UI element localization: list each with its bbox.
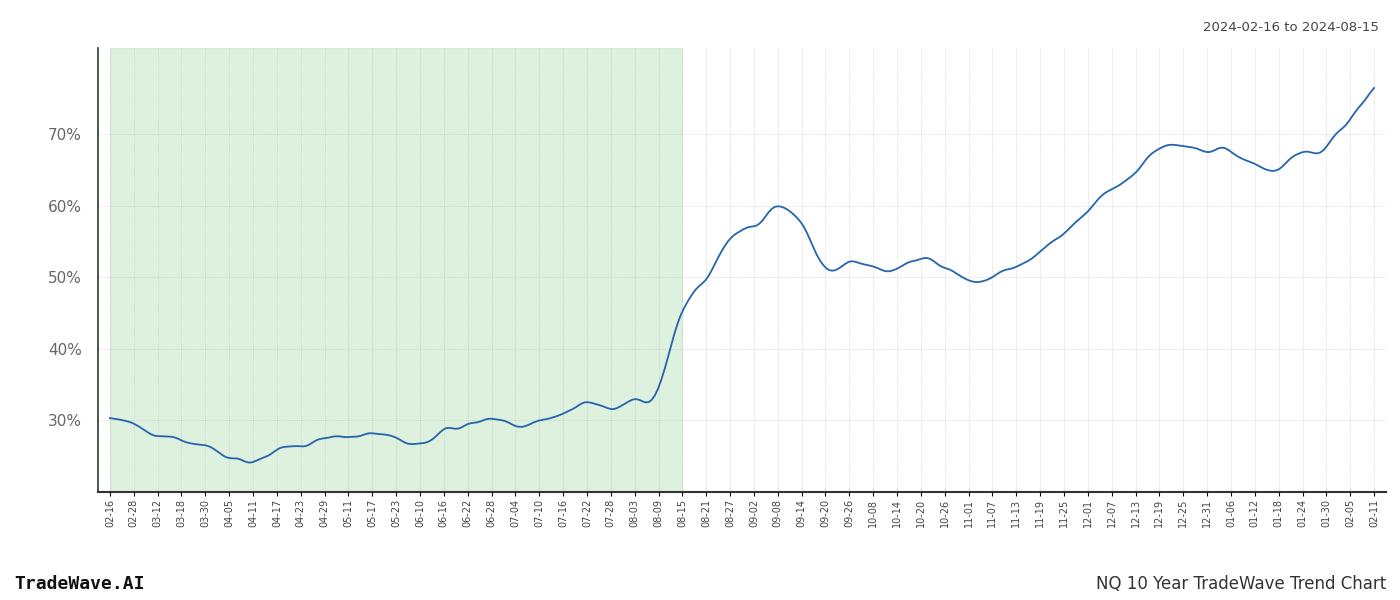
Bar xyxy=(111,48,682,492)
Text: TradeWave.AI: TradeWave.AI xyxy=(14,575,144,593)
Text: 2024-02-16 to 2024-08-15: 2024-02-16 to 2024-08-15 xyxy=(1203,21,1379,34)
Text: NQ 10 Year TradeWave Trend Chart: NQ 10 Year TradeWave Trend Chart xyxy=(1096,575,1386,593)
